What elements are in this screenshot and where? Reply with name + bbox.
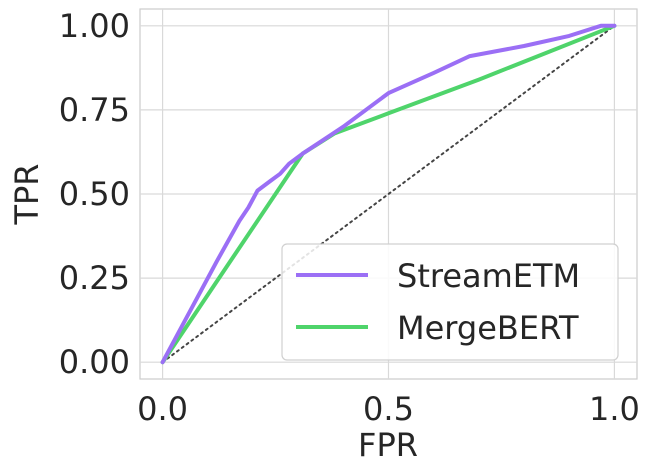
diagonal-reference-line — [161, 24, 616, 364]
y-tick-label: 0.50 — [59, 175, 130, 213]
x-tick-label: 1.0 — [589, 390, 640, 428]
legend-label-mergebert: MergeBERT — [397, 309, 579, 347]
y-axis-label: TPR — [8, 163, 46, 225]
series-layer — [160, 23, 617, 365]
legend: StreamETM MergeBERT — [281, 243, 619, 361]
x-tick-label: 0.0 — [137, 390, 188, 428]
y-tick-labels: 0.00 0.25 0.50 0.75 1.00 — [59, 7, 130, 381]
x-tick-labels: 0.0 0.5 1.0 — [137, 390, 640, 428]
y-tick-label: 0.00 — [59, 343, 130, 381]
legend-label-streametm: StreamETM — [397, 257, 580, 295]
series-line-streametm — [160, 23, 617, 365]
y-tick-label: 0.75 — [59, 91, 130, 129]
x-axis-label: FPR — [358, 426, 418, 464]
x-tick-label: 0.5 — [363, 390, 414, 428]
y-tick-label: 1.00 — [59, 7, 130, 45]
y-tick-label: 0.25 — [59, 259, 130, 297]
